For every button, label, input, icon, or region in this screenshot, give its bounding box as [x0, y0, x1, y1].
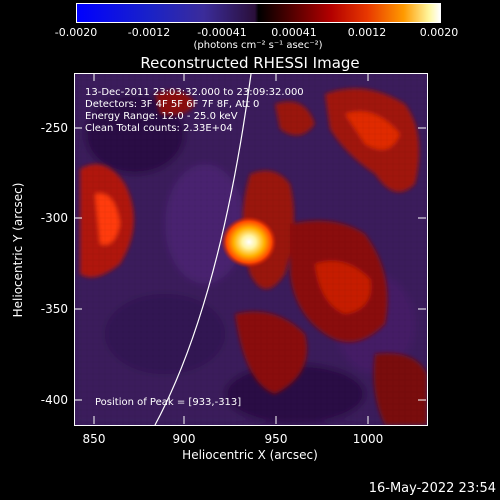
colorbar-units-label: (photons cm⁻² s⁻¹ asec⁻²) — [193, 40, 323, 51]
info-energy: Energy Range: 12.0 - 25.0 keV — [85, 111, 238, 122]
colorbar-tick-label: -0.0020 — [54, 26, 98, 39]
colorbar-tick-label: -0.00041 — [197, 26, 247, 39]
solar-limb-line — [154, 74, 252, 425]
x-tick-label: 850 — [82, 432, 106, 446]
flare-source — [221, 216, 277, 268]
y-tick-label: -350 — [40, 302, 68, 316]
colorbar — [76, 3, 441, 23]
x-tick-label: 1000 — [352, 432, 384, 446]
info-peak-position: Position of Peak = [933,-313] — [95, 397, 242, 408]
colorbar-tick-label: -0.0012 — [127, 26, 171, 39]
colorbar-tick-label: 0.00041 — [271, 26, 317, 39]
plot-title: Reconstructed RHESSI Image — [140, 54, 360, 72]
y-tick-label: -400 — [40, 393, 68, 407]
x-axis-label: Heliocentric X (arcsec) — [182, 448, 318, 462]
info-time: 13-Dec-2011 23:03:32.000 to 23:09:32.000 — [85, 87, 304, 98]
colorbar-tick-label: 0.0020 — [419, 26, 459, 39]
x-tick-label: 900 — [172, 432, 196, 446]
y-axis-label: Heliocentric Y (arcsec) — [11, 182, 25, 318]
image-plot-area: 13-Dec-2011 23:03:32.000 to 23:09:32.000… — [74, 73, 428, 426]
y-tick-label: -300 — [40, 211, 68, 225]
rhessi-image — [75, 74, 427, 425]
colorbar-tick-label: 0.0012 — [347, 26, 387, 39]
x-tick-label: 950 — [264, 432, 288, 446]
y-tick-label: -250 — [40, 121, 68, 135]
info-detectors: Detectors: 3F 4F 5F 6F 7F 8F, Att 0 — [85, 99, 260, 110]
info-clean: Clean Total counts: 2.33E+04 — [85, 123, 233, 134]
generation-timestamp: 16-May-2022 23:54 — [368, 481, 496, 496]
